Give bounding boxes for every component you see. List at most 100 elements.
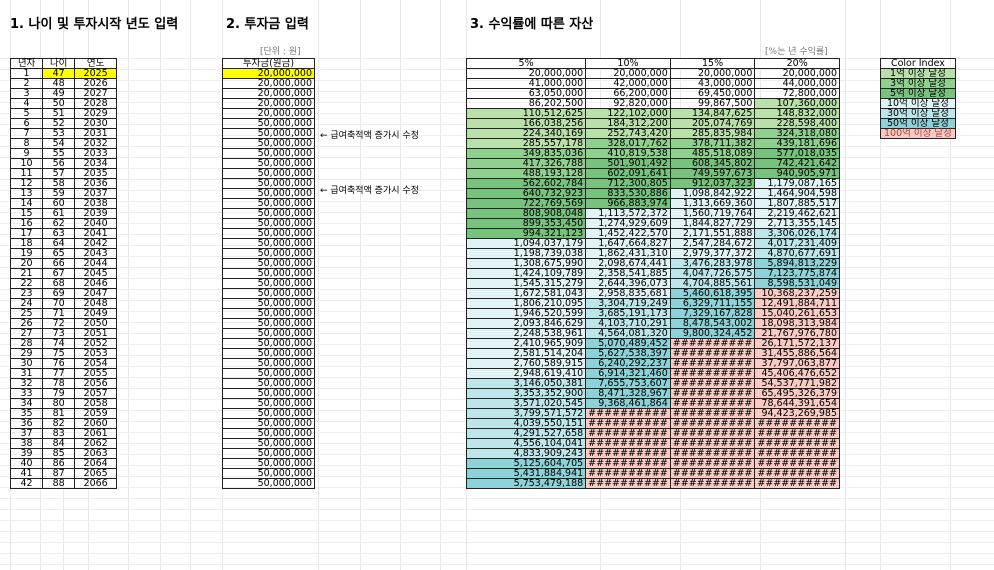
age-cell[interactable]: 47 (42, 68, 76, 79)
year-cell[interactable]: 2032 (74, 138, 117, 149)
principal-cell[interactable]: 20,000,000 (222, 108, 315, 119)
principal-cell[interactable]: 50,000,000 (222, 308, 315, 319)
age-cell[interactable]: 51 (42, 108, 76, 119)
asset-15pct-cell[interactable]: ########## (669, 358, 756, 369)
asset-15pct-cell[interactable]: 1,098,842,922 (669, 188, 756, 199)
asset-15pct-cell[interactable]: 5,460,618,395 (669, 288, 756, 299)
year-cell[interactable]: 2049 (74, 308, 117, 319)
year-index-cell[interactable]: 27 (9, 328, 44, 339)
year-index-cell[interactable]: 39 (9, 448, 44, 459)
age-cell[interactable]: 85 (42, 448, 76, 459)
principal-cell[interactable]: 50,000,000 (222, 288, 315, 299)
year-cell[interactable]: 2063 (74, 448, 117, 459)
asset-5pct-cell[interactable]: 1,946,520,599 (465, 308, 587, 319)
asset-5pct-cell[interactable]: 2,581,514,204 (465, 348, 587, 359)
asset-15pct-cell[interactable]: 378,711,382 (669, 138, 756, 149)
asset-5pct-cell[interactable]: 3,799,571,572 (465, 408, 587, 419)
age-cell[interactable]: 84 (42, 438, 76, 449)
principal-cell[interactable]: 50,000,000 (222, 258, 315, 269)
principal-cell[interactable]: 50,000,000 (222, 458, 315, 469)
asset-20pct-cell[interactable]: 45,406,476,652 (754, 368, 840, 379)
year-index-cell[interactable]: 26 (9, 318, 44, 329)
age-cell[interactable]: 83 (42, 428, 76, 439)
year-index-cell[interactable]: 9 (9, 148, 44, 159)
asset-15pct-cell[interactable]: ########## (669, 368, 756, 379)
year-cell[interactable]: 2052 (74, 338, 117, 349)
age-cell[interactable]: 72 (42, 318, 76, 329)
asset-20pct-cell[interactable]: 31,455,886,564 (754, 348, 840, 359)
asset-10pct-cell[interactable]: 9,368,461,864 (585, 398, 671, 409)
year-cell[interactable]: 2055 (74, 368, 117, 379)
asset-20pct-cell[interactable]: 54,537,771,982 (754, 378, 840, 389)
asset-20pct-cell[interactable]: 2,713,355,145 (754, 218, 840, 229)
asset-5pct-cell[interactable]: 2,248,538,961 (465, 328, 587, 339)
asset-15pct-cell[interactable]: ########## (669, 398, 756, 409)
asset-10pct-cell[interactable]: 4,103,710,291 (585, 318, 671, 329)
principal-cell[interactable]: 50,000,000 (222, 148, 315, 159)
principal-cell[interactable]: 50,000,000 (222, 178, 315, 189)
year-index-cell[interactable]: 10 (9, 158, 44, 169)
asset-10pct-cell[interactable]: 410,819,538 (585, 148, 671, 159)
asset-5pct-cell[interactable]: 86,202,500 (465, 98, 587, 109)
asset-10pct-cell[interactable]: 1,647,664,827 (585, 238, 671, 249)
year-cell[interactable]: 2046 (74, 278, 117, 289)
asset-20pct-cell[interactable]: ########## (754, 478, 840, 489)
year-cell[interactable]: 2045 (74, 268, 117, 279)
year-index-cell[interactable]: 13 (9, 188, 44, 199)
asset-10pct-cell[interactable]: 2,644,396,073 (585, 278, 671, 289)
year-cell[interactable]: 2029 (74, 108, 117, 119)
asset-15pct-cell[interactable]: 4,704,885,561 (669, 278, 756, 289)
principal-cell[interactable]: 50,000,000 (222, 368, 315, 379)
asset-5pct-cell[interactable]: 5,125,604,705 (465, 458, 587, 469)
principal-cell[interactable]: 50,000,000 (222, 238, 315, 249)
asset-20pct-cell[interactable]: ########## (754, 438, 840, 449)
asset-10pct-cell[interactable]: 2,358,541,885 (585, 268, 671, 279)
age-cell[interactable]: 48 (42, 78, 76, 89)
year-index-cell[interactable]: 37 (9, 428, 44, 439)
asset-15pct-cell[interactable]: 749,597,673 (669, 168, 756, 179)
asset-20pct-cell[interactable]: ########## (754, 458, 840, 469)
principal-cell[interactable]: 20,000,000 (222, 68, 315, 79)
age-cell[interactable]: 73 (42, 328, 76, 339)
year-cell[interactable]: 2048 (74, 298, 117, 309)
asset-10pct-cell[interactable]: ########## (585, 418, 671, 429)
asset-15pct-cell[interactable]: 99,867,500 (669, 98, 756, 109)
asset-5pct-cell[interactable]: 640,732,923 (465, 188, 587, 199)
year-index-cell[interactable]: 31 (9, 368, 44, 379)
asset-5pct-cell[interactable]: 2,948,619,410 (465, 368, 587, 379)
year-cell[interactable]: 2054 (74, 358, 117, 369)
asset-20pct-cell[interactable]: 8,598,531,049 (754, 278, 840, 289)
asset-10pct-cell[interactable]: 8,471,328,967 (585, 388, 671, 399)
asset-15pct-cell[interactable]: ########## (669, 418, 756, 429)
asset-5pct-cell[interactable]: 2,410,965,909 (465, 338, 587, 349)
age-cell[interactable]: 64 (42, 238, 76, 249)
asset-10pct-cell[interactable]: 92,820,000 (585, 98, 671, 109)
principal-cell[interactable]: 50,000,000 (222, 198, 315, 209)
year-index-cell[interactable]: 16 (9, 218, 44, 229)
asset-15pct-cell[interactable]: 3,476,283,978 (669, 258, 756, 269)
asset-20pct-cell[interactable]: 65,495,326,379 (754, 388, 840, 399)
age-cell[interactable]: 61 (42, 208, 76, 219)
principal-cell[interactable]: 50,000,000 (222, 388, 315, 399)
age-cell[interactable]: 82 (42, 418, 76, 429)
year-index-cell[interactable]: 28 (9, 338, 44, 349)
year-cell[interactable]: 2037 (74, 188, 117, 199)
year-cell[interactable]: 2031 (74, 128, 117, 139)
year-index-cell[interactable]: 18 (9, 238, 44, 249)
age-cell[interactable]: 86 (42, 458, 76, 469)
asset-15pct-cell[interactable]: ########## (669, 468, 756, 479)
year-index-cell[interactable]: 3 (9, 88, 44, 99)
principal-cell[interactable]: 50,000,000 (222, 418, 315, 429)
asset-10pct-cell[interactable]: ########## (585, 408, 671, 419)
asset-10pct-cell[interactable]: 5,627,538,397 (585, 348, 671, 359)
asset-10pct-cell[interactable]: 252,743,420 (585, 128, 671, 139)
age-cell[interactable]: 77 (42, 368, 76, 379)
principal-cell[interactable]: 50,000,000 (222, 468, 315, 479)
asset-20pct-cell[interactable]: ########## (754, 428, 840, 439)
asset-10pct-cell[interactable]: 20,000,000 (585, 68, 671, 79)
principal-cell[interactable]: 50,000,000 (222, 338, 315, 349)
principal-cell[interactable]: 50,000,000 (222, 138, 315, 149)
year-cell[interactable]: 2034 (74, 158, 117, 169)
principal-cell[interactable]: 50,000,000 (222, 448, 315, 459)
asset-5pct-cell[interactable]: 63,050,000 (465, 88, 587, 99)
